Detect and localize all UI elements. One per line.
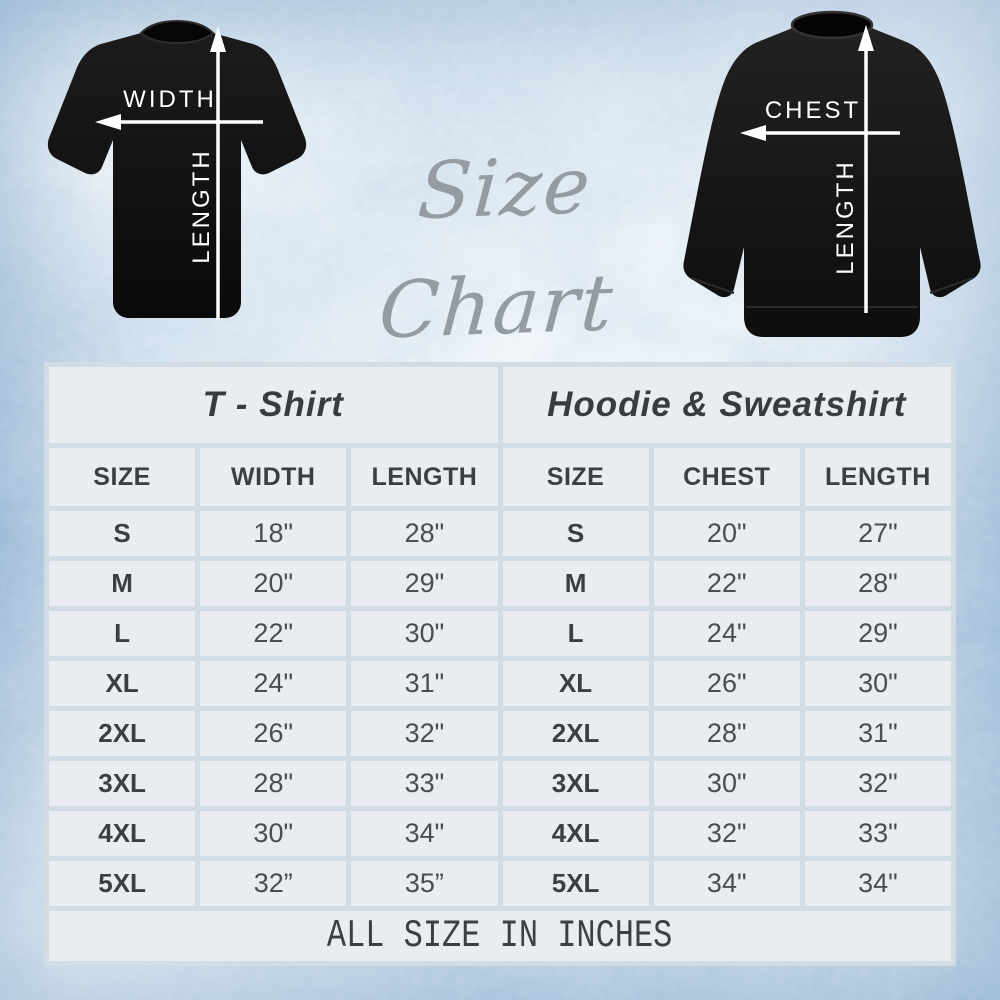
length-cell: 35” xyxy=(351,861,498,906)
length-cell: 29" xyxy=(351,561,498,606)
hoodie-col-length: LENGTH xyxy=(804,448,951,506)
length-cell: 34" xyxy=(351,811,498,856)
chest-cell: 20" xyxy=(653,511,800,556)
width-cell: 18" xyxy=(200,511,347,556)
hoodie-col-size: SIZE xyxy=(502,448,649,506)
chest-arrow-icon xyxy=(740,125,900,141)
hoodie-table-title: Hoodie & Sweatshirt xyxy=(502,367,951,443)
width-arrow-icon xyxy=(95,114,263,130)
hoodie-col-chest: CHEST xyxy=(653,448,800,506)
size-cell: M xyxy=(502,561,649,606)
sweatshirt-graphic xyxy=(683,10,981,337)
width-cell: 26" xyxy=(200,711,347,756)
length-cell: 31" xyxy=(351,661,498,706)
length-cell: 32" xyxy=(804,761,951,806)
chest-cell: 28" xyxy=(653,711,800,756)
tshirt-figure: WIDTH LENGTH xyxy=(35,10,320,335)
left-cuff-seam xyxy=(690,277,735,294)
size-cell: 5XL xyxy=(502,861,649,906)
size-cell: 2XL xyxy=(502,711,649,756)
length-cell: 28" xyxy=(351,511,498,556)
chest-cell: 26" xyxy=(653,661,800,706)
size-cell: 3XL xyxy=(502,761,649,806)
size-cell: 2XL xyxy=(49,711,196,756)
chest-cell: 32" xyxy=(653,811,800,856)
size-cell: L xyxy=(502,611,649,656)
width-cell: 30" xyxy=(200,811,347,856)
footer-note: ALL SIZE IN INCHES xyxy=(327,914,673,958)
size-cell: S xyxy=(49,511,196,556)
tshirt-col-length: LENGTH xyxy=(351,448,498,506)
length-arrow-icon xyxy=(210,26,226,320)
length-arrow-icon xyxy=(858,25,874,313)
width-cell: 32” xyxy=(200,861,347,906)
width-cell: 20" xyxy=(200,561,347,606)
length-cell: 31" xyxy=(804,711,951,756)
chest-cell: 24" xyxy=(653,611,800,656)
tshirt-collar xyxy=(139,19,215,45)
sweatshirt-figure: CHEST LENGTH xyxy=(650,5,995,355)
width-cell: 28" xyxy=(200,761,347,806)
tshirt-graphic xyxy=(47,19,307,320)
tshirt-col-size: SIZE xyxy=(49,448,196,506)
right-cuff-seam xyxy=(929,277,974,294)
size-cell: 5XL xyxy=(49,861,196,906)
length-cell: 29" xyxy=(804,611,951,656)
sweatshirt-silhouette xyxy=(683,19,981,337)
size-cell: 4XL xyxy=(502,811,649,856)
size-cell: XL xyxy=(502,661,649,706)
footer-note-cell: ALL SIZE IN INCHES xyxy=(49,911,951,961)
length-cell: 32" xyxy=(351,711,498,756)
length-cell: 33" xyxy=(351,761,498,806)
length-cell: 28" xyxy=(804,561,951,606)
size-cell: 4XL xyxy=(49,811,196,856)
width-cell: 24" xyxy=(200,661,347,706)
size-cell: L xyxy=(49,611,196,656)
tshirt-col-width: WIDTH xyxy=(200,448,347,506)
width-cell: 22" xyxy=(200,611,347,656)
size-cell: S xyxy=(502,511,649,556)
length-cell: 30" xyxy=(804,661,951,706)
tshirt-width-label: WIDTH xyxy=(123,86,217,113)
tshirt-silhouette xyxy=(47,24,307,318)
tshirt-length-label: LENGTH xyxy=(188,148,215,264)
chest-cell: 30" xyxy=(653,761,800,806)
chest-cell: 34" xyxy=(653,861,800,906)
sweatshirt-chest-label: CHEST xyxy=(764,97,862,124)
chest-cell: 22" xyxy=(653,561,800,606)
sweatshirt-collar xyxy=(790,10,874,40)
size-cell: M xyxy=(49,561,196,606)
sweatshirt-length-label: LENGTH xyxy=(832,159,859,275)
length-cell: 34" xyxy=(804,861,951,906)
length-cell: 30" xyxy=(351,611,498,656)
tshirt-table-title: T - Shirt xyxy=(49,367,498,443)
length-cell: 33" xyxy=(804,811,951,856)
size-cell: 3XL xyxy=(49,761,196,806)
size-table: T - Shirt Hoodie & Sweatshirt SIZE WIDTH… xyxy=(44,362,956,966)
size-cell: XL xyxy=(49,661,196,706)
length-cell: 27" xyxy=(804,511,951,556)
